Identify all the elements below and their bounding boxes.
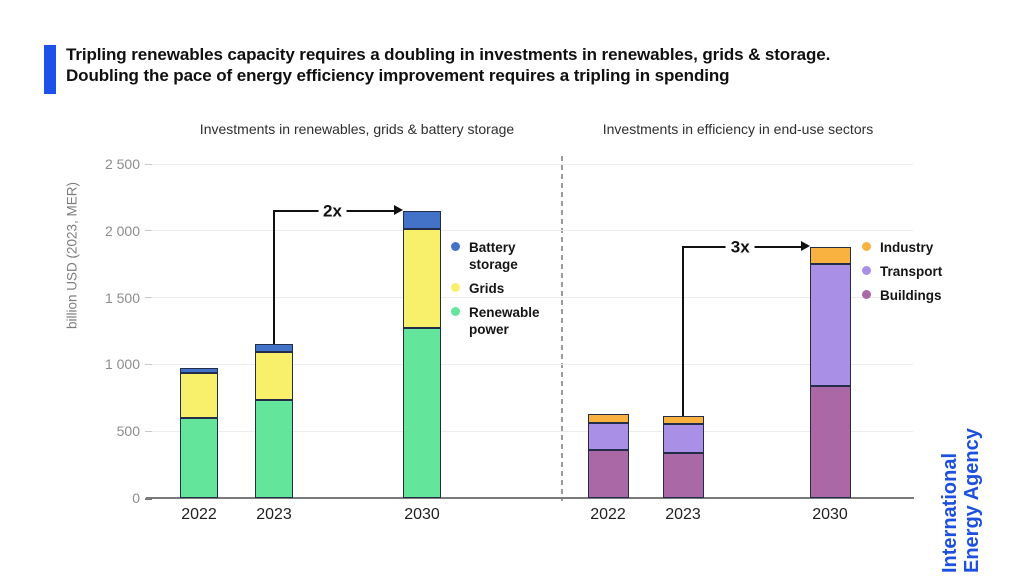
legend-item-battery-storage: Battery storage	[451, 239, 551, 273]
bar-segment-industry-2023	[662, 415, 704, 424]
gridline-2500	[152, 163, 913, 165]
bar-segment-buildings-2023	[662, 452, 704, 498]
x-category-label-2023-panel0: 2023	[256, 506, 292, 523]
legend-dot-grids	[451, 283, 460, 292]
figure-title-line-1: Tripling renewables capacity requires a …	[66, 45, 831, 64]
bar-segment-renewable-power-2030	[403, 328, 441, 498]
y-axis-tick-500	[145, 430, 152, 432]
legend-dot-battery-storage	[451, 242, 460, 251]
y-tick-label-0: 0	[132, 490, 140, 506]
legend-label: Industry	[880, 240, 934, 255]
legend-label: Battery storage	[469, 240, 518, 272]
legend-dot-renewable-power	[451, 307, 460, 316]
y-tick-label-2000: 2 000	[104, 222, 140, 239]
y-axis-tick-2000	[145, 230, 152, 232]
right-panel-subtitle: Investments in efficiency in end-use sec…	[602, 121, 874, 137]
annotation-label-3x: 3x	[725, 238, 755, 256]
gridline-500	[152, 430, 913, 432]
x-category-label-2022-panel0: 2022	[181, 506, 217, 523]
bar-segment-transport-2030	[809, 263, 851, 386]
legend-item-buildings: Buildings	[862, 287, 942, 304]
x-category-label-2023-panel1: 2023	[665, 506, 701, 523]
legend-label: Buildings	[880, 288, 942, 303]
bar-segment-grids-2023	[255, 351, 293, 401]
bar-segment-industry-2030	[809, 246, 851, 264]
bar-segment-transport-2022	[587, 422, 629, 450]
gridline-2000	[152, 230, 913, 232]
bar-segment-renewable-power-2022	[180, 417, 218, 498]
iea-logo-text: International Energy Agency	[939, 373, 985, 573]
panel-divider-dashed-line	[561, 156, 563, 501]
bar-segment-battery-storage-2022	[180, 368, 218, 374]
legend-label: Renewable power	[469, 305, 540, 337]
left-panel-subtitle: Investments in renewables, grids & batte…	[199, 121, 515, 137]
x-axis-baseline	[146, 497, 914, 499]
bar-segment-grids-2022	[180, 373, 218, 418]
legend-panel1: Industry Transport Buildings	[862, 239, 942, 304]
legend-item-transport: Transport	[862, 263, 942, 280]
annotation-label-2x: 2x	[318, 202, 347, 220]
title-accent-bar	[44, 45, 56, 94]
iea-logo-line-1: International	[939, 452, 961, 573]
legend-label: Transport	[880, 264, 943, 279]
y-axis-title: billion USD (2023, MER)	[64, 181, 80, 330]
bar-segment-industry-2022	[587, 413, 629, 423]
y-axis-tick-2500	[145, 163, 152, 165]
figure-title-line-2: Doubling the pace of energy efficiency i…	[66, 66, 730, 85]
legend-item-industry: Industry	[862, 239, 942, 256]
legend-item-grids: Grids	[451, 280, 551, 297]
x-category-label-2030-panel1: 2030	[812, 506, 848, 523]
gridline-1500	[152, 297, 913, 299]
bar-segment-buildings-2030	[809, 385, 851, 498]
legend-dot-industry	[862, 242, 871, 251]
y-axis-tick-1000	[145, 363, 152, 365]
annotation-vertical-line-panel0	[273, 210, 275, 345]
y-tick-label-500: 500	[116, 423, 140, 440]
bar-segment-battery-storage-2023	[255, 344, 293, 352]
bar-segment-buildings-2022	[587, 449, 629, 498]
bar-segment-transport-2023	[662, 423, 704, 453]
legend-dot-buildings	[862, 290, 871, 299]
x-category-label-2022-panel1: 2022	[590, 506, 626, 523]
y-tick-label-1000: 1 000	[104, 356, 140, 373]
gridline-1000	[152, 363, 913, 365]
legend-panel0: Battery storage Grids Renewable power	[451, 239, 551, 338]
annotation-vertical-line-panel1	[682, 246, 684, 416]
x-category-label-2030-panel0: 2030	[404, 506, 440, 523]
y-tick-label-1500: 1 500	[104, 289, 140, 306]
iea-logo-line-2: Energy Agency	[961, 428, 983, 573]
y-tick-label-2500: 2 500	[104, 156, 140, 172]
annotation-arrowhead-panel1	[800, 241, 810, 252]
bar-segment-renewable-power-2023	[255, 400, 293, 498]
annotation-arrowhead-panel0	[394, 205, 403, 216]
bar-segment-grids-2030	[403, 228, 441, 329]
bar-segment-battery-storage-2030	[403, 210, 441, 229]
legend-item-renewable-power: Renewable power	[451, 304, 551, 338]
y-axis-tick-1500	[145, 297, 152, 299]
legend-dot-transport	[862, 266, 871, 275]
legend-label: Grids	[469, 281, 505, 296]
